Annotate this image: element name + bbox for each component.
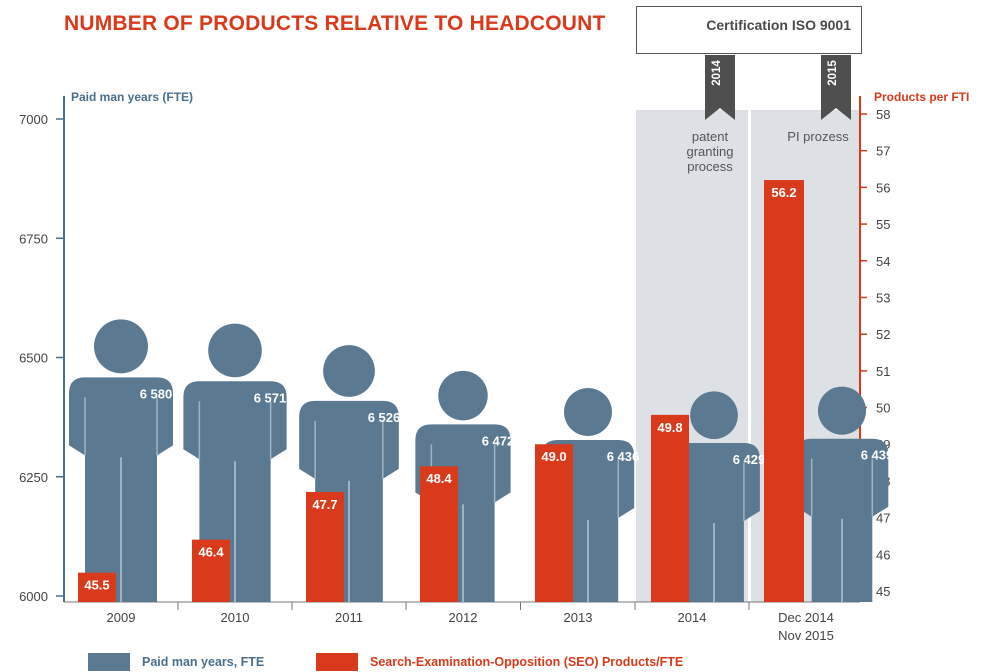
x-tick-label: 2010 <box>221 610 250 625</box>
x-tick-label: Nov 2015 <box>778 628 834 643</box>
fte-figure-body <box>668 443 760 602</box>
fte-figure-head <box>564 388 612 436</box>
x-tick-label: 2009 <box>107 610 136 625</box>
milestone-ribbon-1 <box>705 55 735 120</box>
right-tick-label: 51 <box>876 364 890 379</box>
milestone-year-1: 2014 <box>711 60 723 86</box>
fte-value-label: 6 526 <box>368 410 401 425</box>
milestone-note-1-3: process <box>687 159 733 174</box>
right-tick-label: 53 <box>876 290 890 305</box>
right-tick-label: 56 <box>876 180 890 195</box>
milestone-note-2-1: PI prozess <box>787 129 849 144</box>
x-tick-label: 2011 <box>335 610 363 625</box>
certification-label: Certification ISO 9001 <box>706 17 851 33</box>
seo-value-label: 48.4 <box>426 471 452 486</box>
left-tick-label: 6250 <box>19 470 48 485</box>
seo-bar <box>78 572 116 602</box>
x-tick-label: 2013 <box>564 610 593 625</box>
seo-value-label: 49.8 <box>657 420 682 435</box>
legend-label-seo: Search-Examination-Opposition (SEO) Prod… <box>370 655 684 669</box>
right-tick-label: 58 <box>876 107 890 122</box>
fte-figure-head <box>323 345 375 397</box>
right-tick-label: 47 <box>876 511 890 526</box>
right-tick-label: 45 <box>876 584 890 599</box>
right-tick-label: 52 <box>876 327 890 342</box>
right-tick-label: 46 <box>876 547 890 562</box>
left-tick-label: 7000 <box>19 112 48 127</box>
seo-bar <box>420 466 458 602</box>
x-tick-label: 2012 <box>449 610 478 625</box>
left-tick-label: 6000 <box>19 589 48 604</box>
seo-bar <box>764 180 804 603</box>
fte-value-label: 6 571 <box>254 390 287 405</box>
fte-figure <box>795 386 889 602</box>
right-tick-label: 54 <box>876 254 890 269</box>
seo-bar <box>306 491 344 602</box>
milestone-note-1-2: granting <box>687 144 734 159</box>
seo-value-label: 56.2 <box>771 185 796 200</box>
seo-value-label: 47.7 <box>312 497 337 512</box>
fte-figure <box>69 319 173 602</box>
seo-value-label: 45.5 <box>84 578 109 593</box>
legend-label-fte: Paid man years, FTE <box>142 655 265 669</box>
fte-value-label: 6 580 <box>140 386 173 401</box>
fte-figure-head <box>817 386 867 435</box>
left-tick-label: 6500 <box>19 351 48 366</box>
milestone-note-1-1: patent <box>692 129 729 144</box>
seo-value-label: 49.0 <box>541 449 566 464</box>
chart-title: NUMBER OF PRODUCTS RELATIVE TO HEADCOUNT <box>64 12 606 35</box>
right-tick-label: 50 <box>876 401 890 416</box>
legend-seo: Search-Examination-Opposition (SEO) Prod… <box>316 653 683 671</box>
seo-bar <box>651 414 689 602</box>
fte-value-label: 6 439 <box>861 448 894 463</box>
fte-value-label: 6 429 <box>733 452 766 467</box>
left-axis-title: Paid man years (FTE) <box>71 90 193 104</box>
certification-box: Certification ISO 9001 <box>636 6 862 54</box>
fte-figure <box>668 391 760 602</box>
legend-swatch-fte <box>88 653 130 671</box>
legend-fte: Paid man years, FTE <box>88 653 264 671</box>
seo-value-label: 46.4 <box>198 545 224 560</box>
seo-bar <box>535 444 573 602</box>
legend-swatch-seo <box>316 653 358 671</box>
right-tick-label: 57 <box>876 144 890 159</box>
fte-figure-head <box>438 370 488 421</box>
fte-figure-head <box>690 391 738 440</box>
fte-value-label: 6 436 <box>607 449 640 464</box>
x-tick-label: 2014 <box>678 610 707 625</box>
fte-figure-head <box>94 319 148 374</box>
x-tick-label: Dec 2014 <box>778 610 834 625</box>
right-tick-label: 55 <box>876 217 890 232</box>
milestone-ribbon-2 <box>821 55 851 120</box>
milestone-year-2: 2015 <box>827 60 839 86</box>
fte-value-label: 6 472 <box>482 433 515 448</box>
right-axis-title: Products per FTI <box>874 90 969 104</box>
left-tick-label: 6750 <box>19 231 48 246</box>
fte-figure-head <box>208 323 262 378</box>
seo-bar <box>192 539 230 602</box>
